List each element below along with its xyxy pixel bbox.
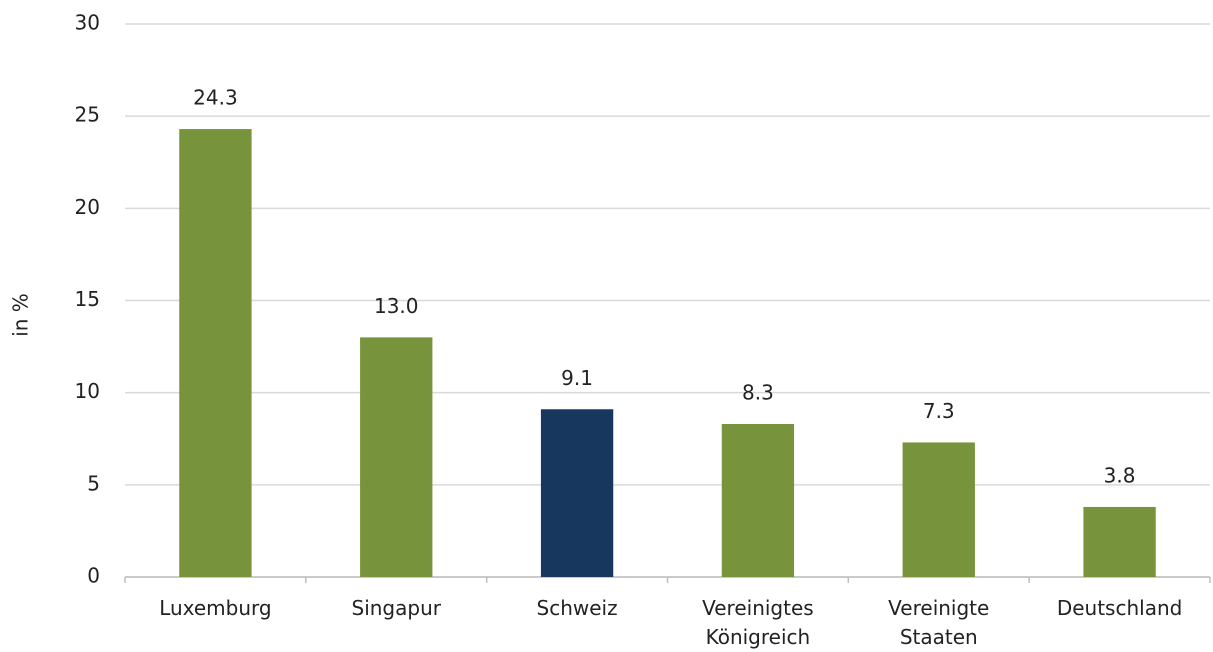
value-label: 13.0 xyxy=(374,294,419,318)
value-label: 8.3 xyxy=(742,381,774,405)
y-tick-label: 10 xyxy=(75,379,100,403)
bar xyxy=(179,129,252,577)
y-tick-label: 20 xyxy=(75,195,100,219)
x-tick-label: Vereinigte Staaten xyxy=(888,596,990,649)
y-axis-label: in % xyxy=(9,293,33,337)
x-tick-label: Vereinigtes Königreich xyxy=(702,596,814,649)
value-label: 3.8 xyxy=(1104,463,1136,487)
value-label: 7.3 xyxy=(923,399,955,423)
y-tick-label: 15 xyxy=(75,287,100,311)
y-tick-label: 25 xyxy=(75,103,100,127)
value-label: 24.3 xyxy=(193,86,238,110)
x-tick-label: Schweiz xyxy=(536,596,618,620)
y-tick-label: 30 xyxy=(75,11,100,35)
bar xyxy=(1083,506,1156,577)
value-label: 9.1 xyxy=(561,366,593,390)
y-tick-label: 5 xyxy=(87,471,100,495)
x-tick-label: Luxemburg xyxy=(159,596,272,620)
x-tick-label: Singapur xyxy=(351,596,441,620)
y-tick-label: 0 xyxy=(87,564,100,588)
bar xyxy=(360,337,433,577)
bar xyxy=(902,442,975,577)
bar xyxy=(540,409,614,577)
x-tick-label: Deutschland xyxy=(1056,596,1183,620)
bar xyxy=(721,424,795,577)
